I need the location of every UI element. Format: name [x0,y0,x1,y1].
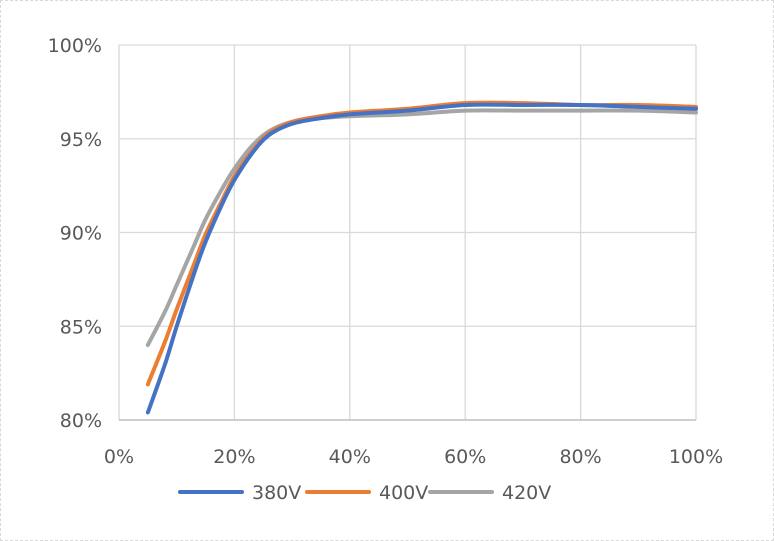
series-line-400V [145,100,698,387]
legend-label-400V: 400V [379,482,428,504]
tick-labels: 80% 85% 90% 95% 100% 0% 20% 40% 60% 80% 100% [48,35,723,468]
x-tick-label: 60% [444,446,486,468]
legend: 380V 400V 420V [178,482,551,504]
x-tick-label: 80% [559,446,601,468]
x-tick-label: 100% [669,446,723,468]
legend-label-380V: 380V [252,482,301,504]
y-tick-label: 80% [60,410,102,432]
series-line-420V [145,108,698,347]
y-tick-label: 100% [48,35,102,57]
x-tick-label: 20% [213,446,255,468]
x-tick-label: 40% [329,446,371,468]
series-line-380V [145,102,698,415]
y-tick-label: 90% [60,223,102,245]
series-lines [145,100,698,415]
y-tick-label: 85% [60,316,102,338]
x-tick-label: 0% [104,446,134,468]
legend-label-420V: 420V [502,482,551,504]
y-tick-label: 95% [60,129,102,151]
